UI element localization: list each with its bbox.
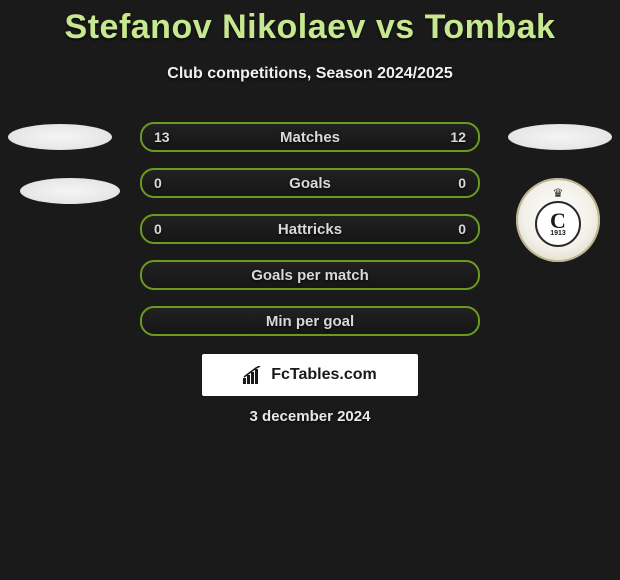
stat-right-value: 12 — [450, 129, 466, 145]
crest-letter: C — [550, 211, 566, 231]
brand-footer: FcTables.com — [202, 354, 418, 396]
stat-right-value: 0 — [458, 221, 466, 237]
player-left-club-placeholder — [20, 178, 120, 204]
player-left-avatar-placeholder — [8, 124, 112, 150]
stat-label: Hattricks — [278, 221, 342, 238]
title: Stefanov Nikolaev vs Tombak — [0, 0, 620, 47]
stat-left-value: 13 — [154, 129, 170, 145]
stat-label: Goals — [289, 175, 331, 192]
stat-label: Goals per match — [251, 267, 369, 284]
crest-inner: C 1913 — [535, 201, 581, 247]
crown-icon: ♛ — [553, 187, 564, 199]
stats-list: 13 Matches 12 0 Goals 0 0 Hattricks 0 Go… — [140, 122, 480, 352]
crest-year: 1913 — [550, 230, 566, 237]
player-right-avatar-placeholder — [508, 124, 612, 150]
stat-row-hattricks: 0 Hattricks 0 — [140, 214, 480, 244]
player-right-club-crest: ♛ C 1913 — [516, 178, 600, 262]
stat-label: Min per goal — [266, 313, 354, 330]
stat-row-min-per-goal: Min per goal — [140, 306, 480, 336]
stat-row-goals: 0 Goals 0 — [140, 168, 480, 198]
subtitle: Club competitions, Season 2024/2025 — [0, 65, 620, 83]
date-text: 3 december 2024 — [0, 408, 620, 425]
brand-text: FcTables.com — [271, 366, 377, 384]
stat-label: Matches — [280, 129, 340, 146]
bar-chart-icon — [243, 366, 265, 384]
stat-left-value: 0 — [154, 221, 162, 237]
stat-row-matches: 13 Matches 12 — [140, 122, 480, 152]
stat-right-value: 0 — [458, 175, 466, 191]
stat-left-value: 0 — [154, 175, 162, 191]
stat-row-goals-per-match: Goals per match — [140, 260, 480, 290]
infographic-card: Stefanov Nikolaev vs Tombak Club competi… — [0, 0, 620, 440]
